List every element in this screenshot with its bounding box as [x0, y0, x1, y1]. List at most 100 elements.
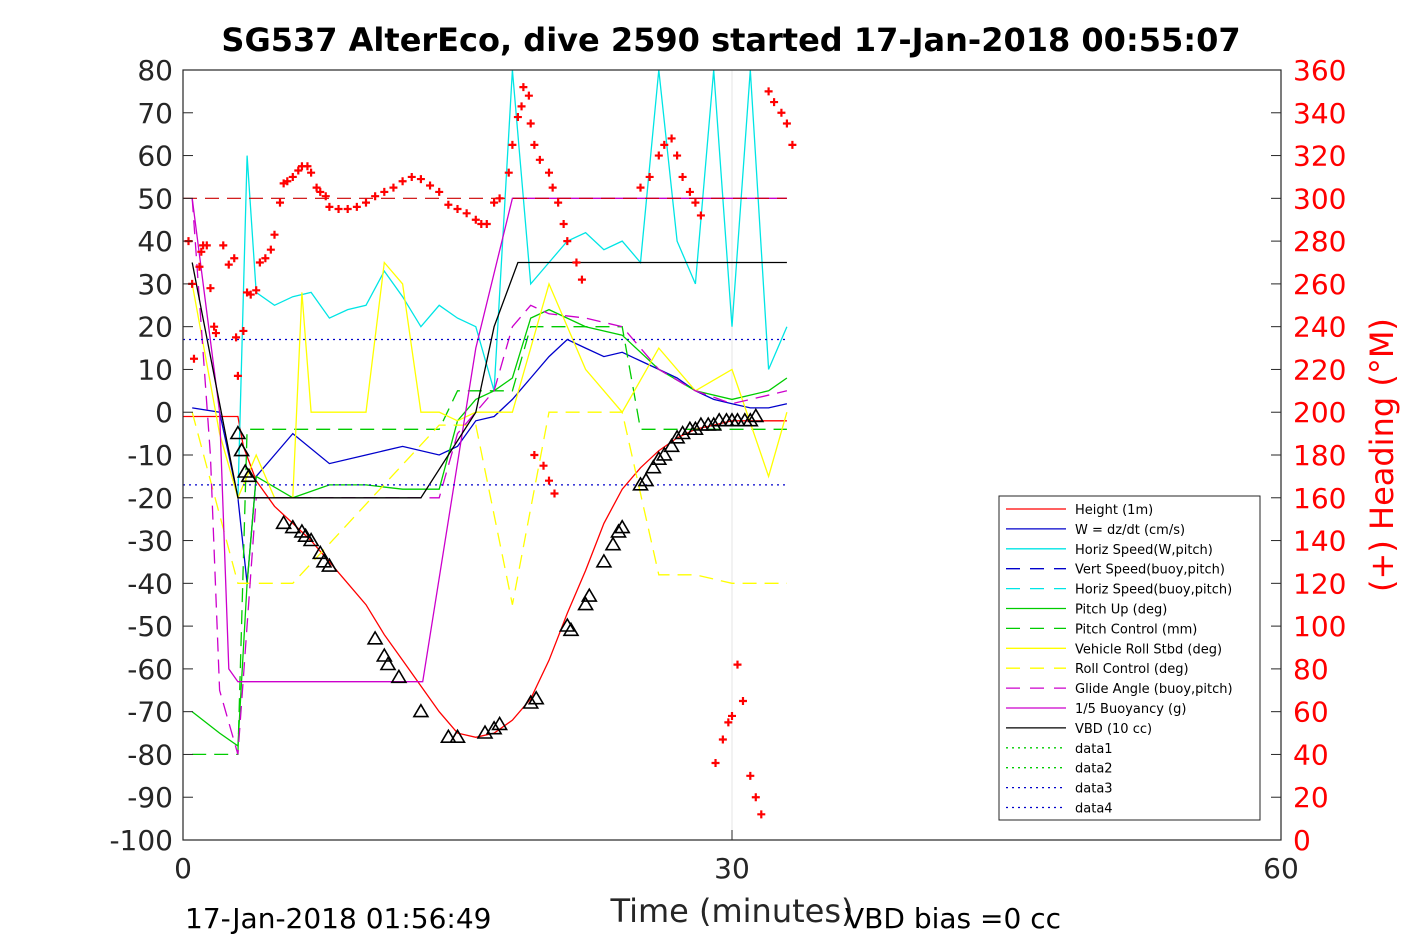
y-tick-label: 40: [137, 225, 173, 258]
y-tick-label: -20: [127, 482, 173, 515]
dive-triangle-marker: [655, 446, 673, 461]
legend-label: data2: [1075, 762, 1113, 777]
heading-marker: [233, 371, 242, 380]
heading-marker: [380, 187, 389, 196]
series-line-2: [237, 69, 788, 498]
dive-triangle-marker: [315, 553, 333, 568]
dive-triangle-marker: [302, 532, 320, 547]
y-tick-label: 10: [137, 353, 173, 386]
dive-triangle-marker: [577, 596, 594, 611]
dive-triangle-marker: [440, 728, 457, 744]
y-tick-label: -70: [127, 696, 173, 729]
x-tick-label: 30: [714, 852, 750, 885]
y-right-tick-label: 360: [1293, 54, 1346, 87]
heading-marker: [636, 183, 645, 192]
heading-marker: [751, 793, 760, 802]
heading-marker: [202, 241, 211, 250]
heading-marker: [738, 696, 747, 705]
heading-marker: [718, 735, 727, 744]
dive-triangle-marker: [741, 412, 759, 427]
heading-marker: [195, 262, 204, 271]
heading-marker: [224, 260, 233, 269]
y-right-tick-label: 120: [1293, 567, 1346, 600]
heading-marker: [232, 333, 241, 342]
heading-marker: [654, 151, 663, 160]
heading-marker: [711, 759, 720, 767]
y-tick-label: -10: [127, 439, 173, 472]
heading-marker: [777, 108, 786, 117]
y-right-tick-label: 320: [1293, 140, 1346, 173]
dive-triangle-marker: [412, 703, 430, 718]
heading-marker: [764, 87, 773, 96]
y-right-tick-label: 140: [1293, 525, 1346, 558]
x-tick-label: 0: [174, 852, 192, 885]
dive-triangle-marker: [275, 514, 292, 530]
heading-marker: [696, 211, 705, 220]
heading-marker: [524, 91, 533, 100]
y-tick-label: -100: [109, 824, 173, 857]
heading-marker: [545, 476, 553, 485]
dive-triangle-marker: [747, 407, 765, 423]
y-tick-label: -30: [127, 525, 173, 558]
heading-marker: [294, 166, 303, 175]
dive-triangle-marker: [580, 587, 598, 602]
footer-timestamp: 17-Jan-2018 01:56:49: [185, 902, 491, 935]
heading-marker: [539, 461, 548, 470]
heading-marker: [788, 140, 797, 149]
series-line-6: [192, 326, 787, 756]
y-right-tick-label: 300: [1293, 182, 1346, 215]
dive-triangle-marker: [233, 442, 250, 457]
dive-triangle-marker: [527, 690, 545, 705]
heading-marker: [530, 451, 539, 459]
dive-triangle-marker: [650, 450, 668, 466]
dive-triangle-marker: [705, 416, 723, 431]
heading-marker: [685, 187, 694, 196]
heading-marker: [266, 245, 275, 254]
heading-marker: [283, 177, 292, 186]
legend-label: Pitch Up (deg): [1075, 603, 1167, 618]
y-tick-label: 0: [155, 396, 173, 429]
heading-marker: [371, 192, 380, 201]
y-right-tick-label: 200: [1293, 396, 1346, 429]
heading-marker: [316, 187, 325, 196]
y-right-tick-label: 220: [1293, 353, 1346, 386]
y-tick-label: -60: [127, 653, 173, 686]
heading-marker: [660, 140, 669, 149]
dive-triangle-marker: [229, 425, 247, 440]
y-right-tick-label: 40: [1293, 738, 1329, 771]
y-right-tick-label: 80: [1293, 653, 1329, 686]
dive-triangle-marker: [485, 720, 503, 735]
series-line-10: [191, 197, 787, 683]
dive-triangle-marker: [321, 557, 338, 572]
series-line-8: [191, 411, 787, 605]
heading-marker: [197, 247, 206, 256]
heading-marker: [770, 98, 779, 107]
heading-marker: [535, 155, 544, 164]
y-right-tick-label: 0: [1293, 824, 1311, 857]
heading-marker: [746, 771, 755, 780]
dive-triangle-marker: [284, 519, 302, 534]
heading-marker: [673, 151, 682, 160]
heading-marker: [453, 205, 462, 214]
heading-marker: [211, 329, 220, 338]
dive-triangle-marker: [604, 536, 622, 551]
legend-label: Glide Angle (buoy,pitch): [1075, 682, 1233, 697]
heading-marker: [416, 175, 425, 184]
heading-marker: [206, 284, 215, 293]
y-tick-label: 60: [137, 140, 173, 173]
legend-label: Height (1m): [1075, 503, 1153, 518]
dive-triangle-marker: [613, 519, 631, 534]
heading-marker: [444, 200, 453, 209]
footer-vbd-bias: VBD bias =0 cc: [845, 902, 1061, 935]
heading-marker: [563, 237, 572, 246]
dive-triangle-marker: [379, 656, 397, 671]
heading-marker: [275, 198, 284, 207]
dive-triangle-marker: [311, 544, 329, 560]
legend-label: data1: [1075, 742, 1113, 757]
legend-box: [998, 495, 1261, 821]
heading-marker: [471, 215, 480, 224]
heading-marker: [435, 187, 444, 196]
legend-label: data3: [1075, 782, 1113, 797]
heading-marker: [550, 489, 559, 498]
